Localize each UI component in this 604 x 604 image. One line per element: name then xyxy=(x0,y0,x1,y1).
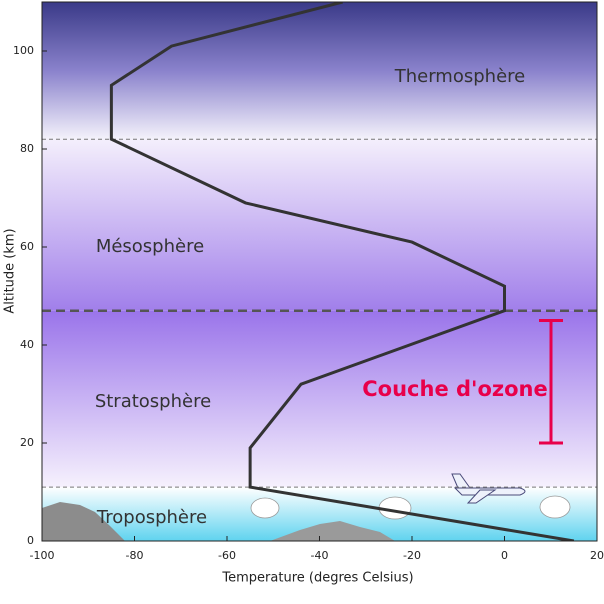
layer-label: Thermosphère xyxy=(394,66,525,87)
layer-label: Mésosphère xyxy=(96,236,204,257)
y-tick-label: 60 xyxy=(20,240,34,253)
y-tick-label: 40 xyxy=(20,338,34,351)
x-tick-label: -20 xyxy=(403,549,421,562)
y-tick-label: 0 xyxy=(27,534,34,547)
x-tick-label: -100 xyxy=(30,549,55,562)
x-tick-label: -40 xyxy=(311,549,329,562)
decorations xyxy=(42,473,571,541)
x-tick-label: -60 xyxy=(218,549,236,562)
x-tick-label: -80 xyxy=(126,549,144,562)
ozone-label: Couche d'ozone xyxy=(362,377,547,401)
layer-label: Stratosphère xyxy=(95,391,211,412)
y-tick-label: 80 xyxy=(20,142,34,155)
y-axis-label: Altitude (km) xyxy=(3,228,18,313)
temperature-line xyxy=(109,2,575,541)
x-tick-label: 0 xyxy=(501,549,508,562)
y-tick-label: 20 xyxy=(20,436,34,449)
y-tick-label: 100 xyxy=(13,44,34,57)
layer-band xyxy=(42,310,597,488)
layer-band xyxy=(42,139,597,311)
layer-label: Troposphère xyxy=(96,507,207,528)
x-axis-label: Temperature (degres Celsius) xyxy=(221,571,413,586)
x-tick-label: 20 xyxy=(590,549,604,562)
